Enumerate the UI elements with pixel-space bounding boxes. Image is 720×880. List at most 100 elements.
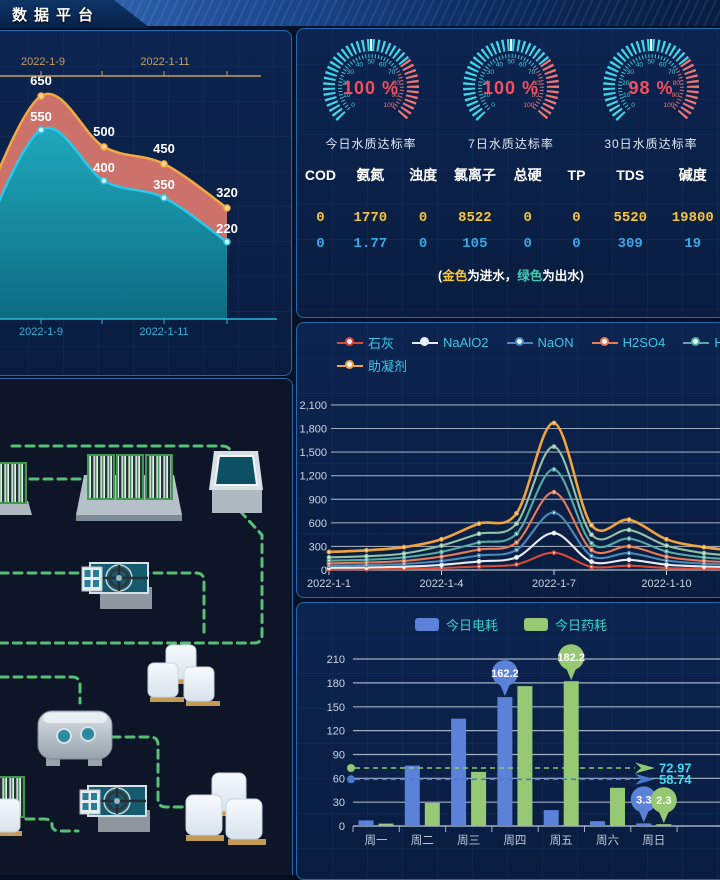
table-cell: 19 <box>684 236 702 252</box>
svg-text:2022-1-9: 2022-1-9 <box>21 56 65 68</box>
gauge-value: 98 % <box>628 78 673 98</box>
legend-item-H2SO4[interactable]: H2SO4 <box>591 335 666 350</box>
svg-text:182.2: 182.2 <box>557 652 585 664</box>
legend-marker-icon <box>591 337 618 346</box>
svg-text:70: 70 <box>668 69 676 76</box>
table-header-cell: 浊度 <box>409 167 438 183</box>
svg-text:120: 120 <box>327 726 345 738</box>
legend-item-NaON[interactable]: NaON <box>506 335 574 350</box>
svg-text:2022-1-11: 2022-1-11 <box>140 56 189 68</box>
inflow-outflow-area-panel: 650 550 500 400 450 350 320 220 2022-1-9 2022-1-1… <box>0 30 292 376</box>
svg-text:0: 0 <box>491 102 495 109</box>
table-cell: 19800 <box>671 210 714 226</box>
app-title: 数据平台 <box>12 6 101 24</box>
svg-text:90: 90 <box>532 92 540 99</box>
legend-item-HCL[interactable]: HCL <box>683 335 720 350</box>
svg-text:100: 100 <box>524 102 535 109</box>
legend-label: NaAlO2 <box>443 335 489 350</box>
table-cell: 105 <box>462 236 488 252</box>
water-quality-table: COD 氨氮 浊度 氯离子 总硬 TP TDS 碱度 0 1770 0 8522 0 0 5520 19800… <box>297 166 720 252</box>
svg-text:20: 20 <box>622 80 630 87</box>
svg-text:450: 450 <box>153 141 175 156</box>
daily-consumption-panel: 今日电耗 今日药耗 0 30 60 90 120 150 180 210 周一 周二 周三 周四 周五 周六… <box>296 602 720 880</box>
svg-text:80: 80 <box>393 80 401 87</box>
chemical-usage-panel: 石灰NaAlO2NaONH2SO4HCLNaCLO助凝剂 03006009001… <box>296 322 720 598</box>
legend-item-NaAlO2[interactable]: NaAlO2 <box>412 335 489 350</box>
svg-text:0: 0 <box>351 102 355 109</box>
note-green: 绿色 <box>517 269 543 283</box>
svg-text:3.3: 3.3 <box>636 794 651 806</box>
legend-label: HCL <box>714 335 720 350</box>
table-header-cell: TDS <box>616 167 645 183</box>
svg-text:40: 40 <box>636 61 644 68</box>
svg-text:90: 90 <box>333 749 345 761</box>
plant-3d-view <box>0 444 266 845</box>
svg-text:500: 500 <box>93 124 115 139</box>
svg-text:900: 900 <box>309 494 327 506</box>
svg-text:2022-1-4: 2022-1-4 <box>419 578 463 590</box>
chemical-legend: 石灰NaAlO2NaONH2SO4HCLNaCLO助凝剂 <box>297 323 720 379</box>
table-cell: 8522 <box>458 210 492 226</box>
svg-text:350: 350 <box>153 177 175 192</box>
clarifier-2 <box>79 785 150 832</box>
svg-text:30: 30 <box>333 797 345 809</box>
svg-text:600: 600 <box>309 518 327 530</box>
svg-text:0: 0 <box>321 565 327 577</box>
legend-item-助凝剂[interactable]: 助凝剂 <box>337 356 407 375</box>
svg-text:2022-1-9: 2022-1-9 <box>19 326 63 338</box>
svg-text:周五: 周五 <box>550 834 573 847</box>
note-text: 为出水) <box>542 269 584 283</box>
table-cell: 0 <box>418 210 428 226</box>
chemical-bags-a <box>147 644 220 706</box>
legend-item-今日药耗[interactable]: 今日药耗 <box>524 613 607 635</box>
membrane-platform <box>76 454 182 521</box>
svg-text:2022-1-11: 2022-1-11 <box>139 326 188 338</box>
note-text: 为进水， <box>467 269 518 283</box>
svg-text:50: 50 <box>647 59 655 66</box>
legend-swatch-icon <box>414 617 439 631</box>
table-row-进水: 0 1770 0 8522 0 0 5520 19800 <box>299 210 720 226</box>
table-cell: 1.77 <box>353 236 388 252</box>
note-gold: 金色 <box>442 269 468 283</box>
gauge-1: 0 10 20 30 40 50 60 70 80 90 100 100 % 7日水质达标率 <box>441 33 581 152</box>
legend-marker-icon <box>412 337 439 346</box>
legend-label: H2SO4 <box>622 335 666 350</box>
svg-text:周二: 周二 <box>411 834 434 847</box>
membrane-rack-left-2 <box>0 776 25 836</box>
legend-item-今日电耗[interactable]: 今日电耗 <box>414 613 498 635</box>
svg-text:80: 80 <box>673 80 681 87</box>
svg-text:20: 20 <box>482 80 490 87</box>
daily-consumption-chart: 0 30 60 90 120 150 180 210 周一 周二 周三 周四 周五 周六 周日 72.9758… <box>327 644 720 847</box>
svg-text:70: 70 <box>528 69 536 76</box>
ref-line-label: 72.97 <box>659 760 692 775</box>
legend-marker-icon <box>337 337 363 346</box>
gauge-label: 30日水质达标率 <box>604 137 698 151</box>
svg-text:220: 220 <box>216 221 238 236</box>
gauge-label: 7日水质达标率 <box>468 137 554 151</box>
table-cell: 1770 <box>353 210 388 226</box>
water-quality-panel: 0 10 20 30 40 50 60 70 80 90 100 100 % 今日水质达标率 0 10 20 3… <box>296 28 720 318</box>
legend-marker-icon <box>506 337 533 346</box>
svg-text:10: 10 <box>343 92 351 99</box>
table-cell: 0 <box>418 236 428 252</box>
legend-marker-icon <box>337 360 363 369</box>
svg-text:300: 300 <box>309 541 327 553</box>
legend-label: NaON <box>537 335 574 350</box>
svg-text:2.3: 2.3 <box>656 795 671 807</box>
svg-text:40: 40 <box>356 61 364 68</box>
svg-text:50: 50 <box>507 59 515 66</box>
svg-text:1,800: 1,800 <box>299 424 327 436</box>
legend-item-石灰[interactable]: 石灰 <box>337 333 394 352</box>
table-row-出水: 0 1.77 0 105 0 0 309 19 <box>299 226 720 252</box>
svg-text:50: 50 <box>367 59 375 66</box>
svg-text:40: 40 <box>496 61 504 68</box>
ref-line-label: 58.74 <box>659 772 692 787</box>
table-cell: 0 <box>316 236 325 252</box>
svg-text:550: 550 <box>30 109 52 124</box>
svg-text:100: 100 <box>384 102 395 109</box>
table-note: (金色为进水，绿色为出水) <box>297 265 720 284</box>
table-header-cell: 总硬 <box>513 167 542 183</box>
gauge-label: 今日水质达标率 <box>325 137 417 151</box>
compliance-gauges: 0 10 20 30 40 50 60 70 80 90 100 100 % 今日水质达标率 0 10 20 3… <box>297 29 720 152</box>
